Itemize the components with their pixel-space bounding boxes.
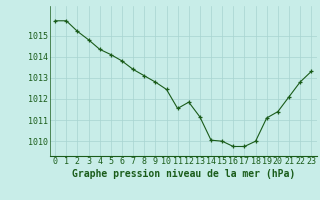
X-axis label: Graphe pression niveau de la mer (hPa): Graphe pression niveau de la mer (hPa): [72, 169, 295, 179]
